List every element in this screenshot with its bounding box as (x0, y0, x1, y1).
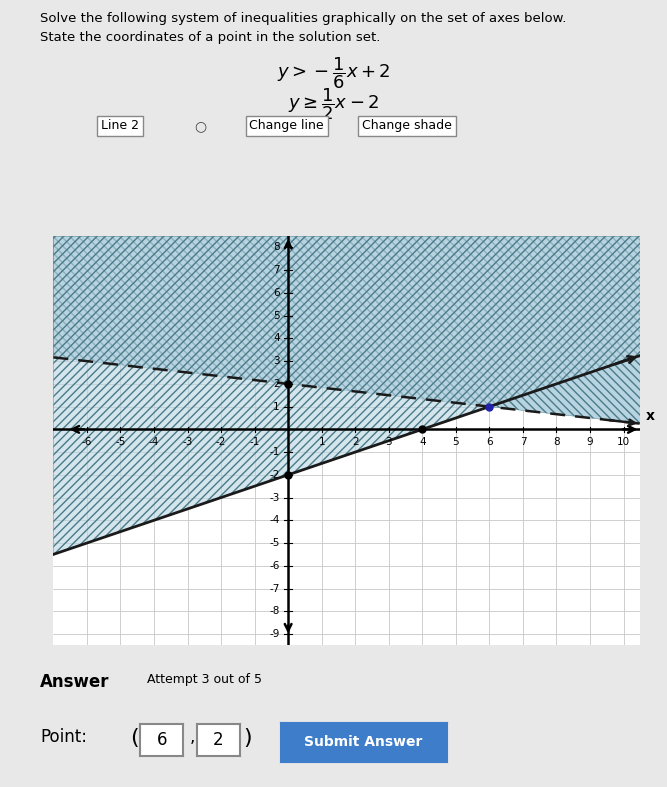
Text: 5: 5 (452, 438, 459, 447)
Text: 7: 7 (273, 265, 279, 275)
Text: Change line: Change line (249, 120, 324, 132)
Text: Attempt 3 out of 5: Attempt 3 out of 5 (147, 673, 261, 686)
Text: Solve the following system of inequalities graphically on the set of axes below.: Solve the following system of inequaliti… (40, 12, 566, 25)
Text: 6: 6 (486, 438, 493, 447)
Text: -1: -1 (249, 438, 259, 447)
Text: -2: -2 (216, 438, 226, 447)
Text: x: x (646, 408, 654, 423)
Text: 3: 3 (273, 357, 279, 366)
Text: 6: 6 (157, 731, 167, 748)
Text: (: ( (130, 728, 139, 748)
Text: 2: 2 (352, 438, 359, 447)
Text: Submit Answer: Submit Answer (304, 735, 423, 749)
Text: 7: 7 (520, 438, 526, 447)
Text: Change shade: Change shade (362, 120, 452, 132)
Text: 5: 5 (273, 311, 279, 320)
Text: $y > -\dfrac{1}{6}x + 2$: $y > -\dfrac{1}{6}x + 2$ (277, 55, 390, 91)
Text: 2: 2 (213, 731, 223, 748)
Text: 4: 4 (419, 438, 426, 447)
Text: -4: -4 (149, 438, 159, 447)
Text: 2: 2 (273, 379, 279, 389)
Text: Line 2: Line 2 (101, 120, 139, 132)
Text: Answer: Answer (40, 673, 109, 691)
Text: 8: 8 (273, 242, 279, 253)
Text: ): ) (243, 728, 252, 748)
Text: Point:: Point: (40, 728, 87, 746)
Text: -5: -5 (269, 538, 279, 548)
Text: 8: 8 (553, 438, 560, 447)
Text: $y \geq \dfrac{1}{2}x - 2$: $y \geq \dfrac{1}{2}x - 2$ (287, 87, 380, 122)
Text: ○: ○ (194, 119, 206, 133)
Text: -2: -2 (269, 470, 279, 480)
Text: -8: -8 (269, 606, 279, 616)
Text: -1: -1 (269, 447, 279, 457)
Text: 3: 3 (386, 438, 392, 447)
Text: 6: 6 (273, 288, 279, 298)
Text: -3: -3 (182, 438, 193, 447)
Text: 9: 9 (587, 438, 594, 447)
Text: -3: -3 (269, 493, 279, 503)
Text: 4: 4 (273, 334, 279, 343)
Text: -9: -9 (269, 629, 279, 639)
Text: -4: -4 (269, 515, 279, 525)
Text: State the coordinates of a point in the solution set.: State the coordinates of a point in the … (40, 31, 380, 45)
Text: -6: -6 (82, 438, 92, 447)
Text: -6: -6 (269, 561, 279, 571)
Text: -7: -7 (269, 583, 279, 593)
Text: 1: 1 (318, 438, 325, 447)
Text: 1: 1 (273, 401, 279, 412)
Text: -5: -5 (115, 438, 125, 447)
Text: 10: 10 (617, 438, 630, 447)
Text: ,: , (190, 728, 195, 746)
